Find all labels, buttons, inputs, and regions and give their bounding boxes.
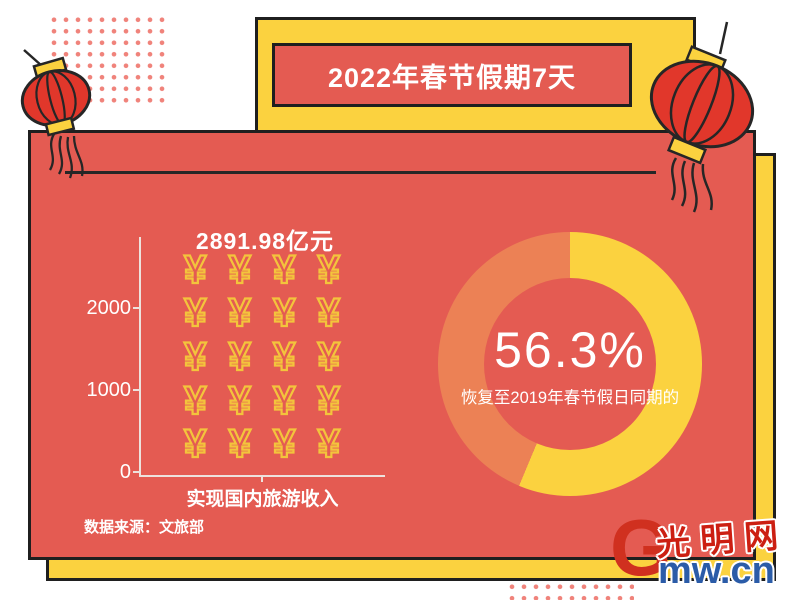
yuan-symbol-icon: ¥	[272, 247, 296, 292]
lantern-bottom-cap	[666, 135, 708, 165]
lantern-tassel	[57, 135, 64, 175]
pictogram-grid: ¥ ¥ ¥ ¥ ¥ ¥ ¥ ¥ ¥ ¥ ¥ ¥ ¥ ¥ ¥ ¥ ¥ ¥ ¥ ¥	[173, 247, 351, 467]
lantern-icon	[649, 21, 755, 213]
lantern-bottom-cap	[44, 116, 76, 137]
bar-value-label: 2891.98亿元	[195, 228, 335, 254]
yuan-symbol-icon: ¥	[272, 291, 296, 336]
yuan-symbol-icon: ¥	[228, 247, 252, 292]
yuan-symbol-icon: ¥	[228, 334, 252, 379]
yuan-symbol-icon: ¥	[183, 334, 207, 379]
title-box: 2022年春节假期7天	[272, 43, 632, 107]
yuan-symbol-icon: ¥	[317, 378, 341, 423]
lantern-stick	[718, 21, 729, 55]
y-tick-label-0: 0	[119, 461, 131, 483]
y-tick-mark	[133, 307, 140, 309]
lantern-icon	[20, 49, 92, 179]
yuan-symbol-icon: ¥	[228, 378, 252, 423]
yuan-symbol-icon: ¥	[228, 291, 252, 336]
donut-percentage: 56.3%	[494, 321, 646, 378]
page-title: 2022年春节假期7天	[327, 62, 577, 93]
logo-domain: mw.cn	[658, 550, 775, 592]
lantern-tassel	[701, 163, 713, 211]
donut-hole: 56.3% 恢复至2019年春节假日同期的	[461, 278, 679, 450]
yuan-symbol-icon: ¥	[272, 422, 296, 467]
y-axis	[139, 237, 141, 477]
lantern-tassel	[691, 162, 698, 213]
yuan-symbol-icon: ¥	[272, 378, 296, 423]
data-source-note: 数据来源：文旅部	[84, 519, 205, 536]
divider-line	[65, 171, 656, 174]
dot-grid-bottom-right	[506, 581, 634, 600]
y-tick-label-2000: 2000	[86, 297, 132, 319]
lantern-tassel	[48, 133, 56, 171]
lantern-tassel	[72, 135, 84, 177]
donut-ring: 56.3% 恢复至2019年春节假日同期的	[438, 232, 702, 496]
y-tick-label-1000: 1000	[86, 379, 132, 401]
logo-g-mark: G	[610, 503, 673, 592]
lantern-body	[649, 59, 755, 149]
lantern-stick	[23, 49, 43, 67]
yuan-symbol-icon: ¥	[183, 378, 207, 423]
yuan-symbol-icon: ¥	[183, 422, 207, 467]
lantern-tassel	[66, 136, 73, 179]
yuan-symbol-icon: ¥	[317, 334, 341, 379]
x-axis	[139, 475, 385, 477]
donut-caption: 恢复至2019年春节假日同期的	[460, 388, 680, 407]
gmw-logo: G 光明网 mw.cn	[600, 498, 800, 600]
yuan-symbol-icon: ¥	[317, 291, 341, 336]
lantern-tassel	[670, 157, 678, 201]
x-tick-mark	[261, 477, 263, 482]
y-tick-mark	[133, 471, 140, 473]
x-axis-label: 实现国内旅游收入	[186, 489, 339, 510]
yuan-symbol-icon: ¥	[317, 422, 341, 467]
y-tick-mark	[133, 389, 140, 391]
yuan-symbol-icon: ¥	[272, 334, 296, 379]
yuan-symbol-icon: ¥	[183, 247, 207, 292]
yuan-symbol-icon: ¥	[183, 291, 207, 336]
yuan-symbol-icon: ¥	[228, 422, 252, 467]
yuan-symbol-icon: ¥	[317, 247, 341, 292]
lantern-tassel	[680, 160, 687, 207]
